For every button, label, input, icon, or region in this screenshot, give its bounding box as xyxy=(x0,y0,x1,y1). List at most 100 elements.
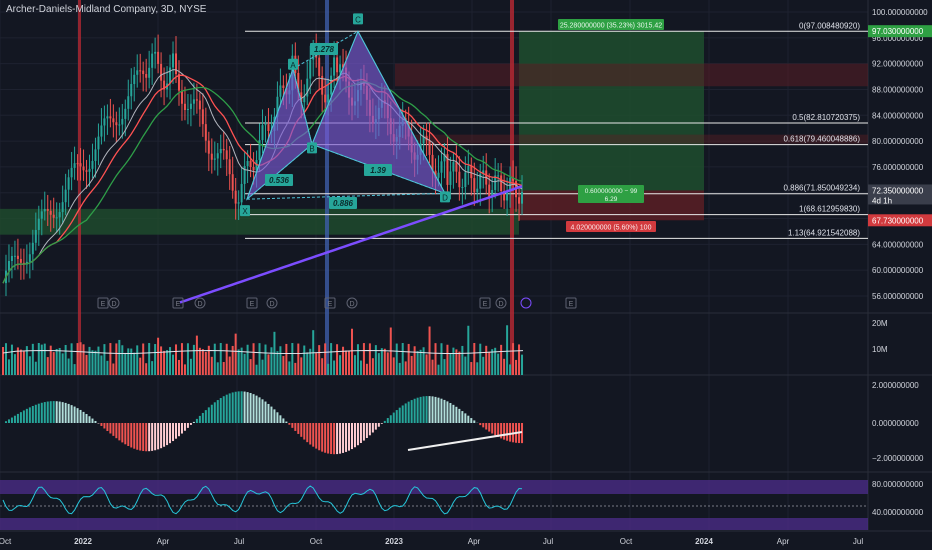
volume-bar xyxy=(34,361,37,375)
event-line xyxy=(510,0,514,375)
earnings-marker-label: E xyxy=(569,301,574,308)
macd-bar xyxy=(37,403,40,423)
macd-bar xyxy=(383,420,386,423)
macd-bar xyxy=(333,423,336,455)
macd-bar xyxy=(473,420,476,423)
target-label-box xyxy=(558,19,664,30)
candle-body xyxy=(142,70,145,75)
macd-bar xyxy=(109,423,112,434)
macd-bar xyxy=(425,396,428,423)
macd-bar xyxy=(88,416,91,423)
candle-body xyxy=(19,258,22,263)
macd-bar xyxy=(461,411,464,423)
volume-bar xyxy=(473,343,476,375)
volume-bar xyxy=(518,344,521,375)
candle-body xyxy=(225,150,228,160)
earnings-marker xyxy=(565,297,577,309)
macd-bar xyxy=(139,423,142,451)
volume-bar xyxy=(160,346,163,375)
candle-body xyxy=(464,172,467,188)
macd-bar xyxy=(252,394,255,423)
volume-bar xyxy=(157,337,160,375)
macd-bar xyxy=(192,421,195,423)
volume-bar xyxy=(13,354,16,375)
candle-body xyxy=(342,64,345,68)
candle-body xyxy=(210,153,213,160)
candle-body xyxy=(109,116,112,119)
macd-bar xyxy=(359,423,362,443)
price-tick: 100.000000000 xyxy=(872,8,928,17)
volume-bar xyxy=(303,345,306,375)
macd-bar xyxy=(255,395,258,423)
pattern-point-tag xyxy=(307,142,317,154)
volume-bar xyxy=(207,345,210,375)
candle-body xyxy=(49,210,52,215)
macd-bar xyxy=(404,403,407,423)
volume-bar xyxy=(7,359,10,375)
macd-bar xyxy=(234,391,237,423)
dividend-marker xyxy=(266,297,278,309)
macd-bar xyxy=(327,423,330,454)
candle-body xyxy=(183,103,186,110)
candle-body xyxy=(157,51,160,64)
macd-bar xyxy=(94,420,97,423)
candle-body xyxy=(154,51,157,54)
macd-bar xyxy=(186,423,189,428)
time-tick: 2023 xyxy=(385,537,403,546)
candle-body xyxy=(16,255,19,259)
candle-body xyxy=(488,184,491,197)
macd-bar xyxy=(148,423,151,452)
volume-bar xyxy=(422,347,425,375)
volume-bar xyxy=(258,343,261,375)
candle-body xyxy=(160,63,163,81)
macd-bar xyxy=(371,423,374,433)
macd-bar xyxy=(324,423,327,453)
candle-body xyxy=(88,168,91,172)
macd-bar xyxy=(261,399,264,423)
price-tick: 76.000000000 xyxy=(872,163,924,172)
volume-bar xyxy=(172,354,175,375)
macd-bar xyxy=(154,423,157,451)
candle-body xyxy=(312,50,315,60)
volume-bar xyxy=(315,353,318,375)
macd-bar xyxy=(249,392,252,423)
candle-body xyxy=(482,170,485,174)
macd-bar xyxy=(380,423,383,424)
candle-body xyxy=(252,166,255,171)
macd-bar xyxy=(264,401,267,423)
time-tick: Jul xyxy=(543,537,553,546)
macd-bar xyxy=(177,423,180,437)
ratio-tag xyxy=(265,174,293,186)
macd-bar xyxy=(49,401,52,423)
volume-bar xyxy=(133,352,136,375)
volume-bar xyxy=(240,347,243,375)
volume-bar xyxy=(198,347,201,375)
candle-body xyxy=(324,94,327,103)
earnings-marker-label: E xyxy=(483,301,488,308)
volume-bar xyxy=(195,335,198,375)
macd-bar xyxy=(151,423,154,451)
candle-body xyxy=(130,83,133,97)
split-marker xyxy=(520,297,532,309)
candle-body xyxy=(94,149,97,161)
candle-body xyxy=(103,118,106,126)
volume-bar xyxy=(88,346,91,375)
target-label: 25.280000000 (35.23%) 3015.42 xyxy=(560,23,662,30)
candle-body xyxy=(267,124,270,131)
macd-bar xyxy=(243,391,246,423)
candle-body xyxy=(133,74,136,84)
candle-body xyxy=(339,64,342,73)
volume-bar xyxy=(449,353,452,375)
price-tick: 88.000000000 xyxy=(872,85,924,94)
candle-body xyxy=(306,78,309,97)
macd-bar xyxy=(312,423,315,447)
volume-bar xyxy=(31,343,34,375)
macd-bar xyxy=(52,401,55,423)
volume-bar xyxy=(521,354,524,375)
volume-bar xyxy=(297,343,300,375)
macd-bar xyxy=(419,396,422,423)
volume-bar xyxy=(46,357,49,375)
macd-bar xyxy=(118,423,121,441)
candle-body xyxy=(455,162,458,172)
